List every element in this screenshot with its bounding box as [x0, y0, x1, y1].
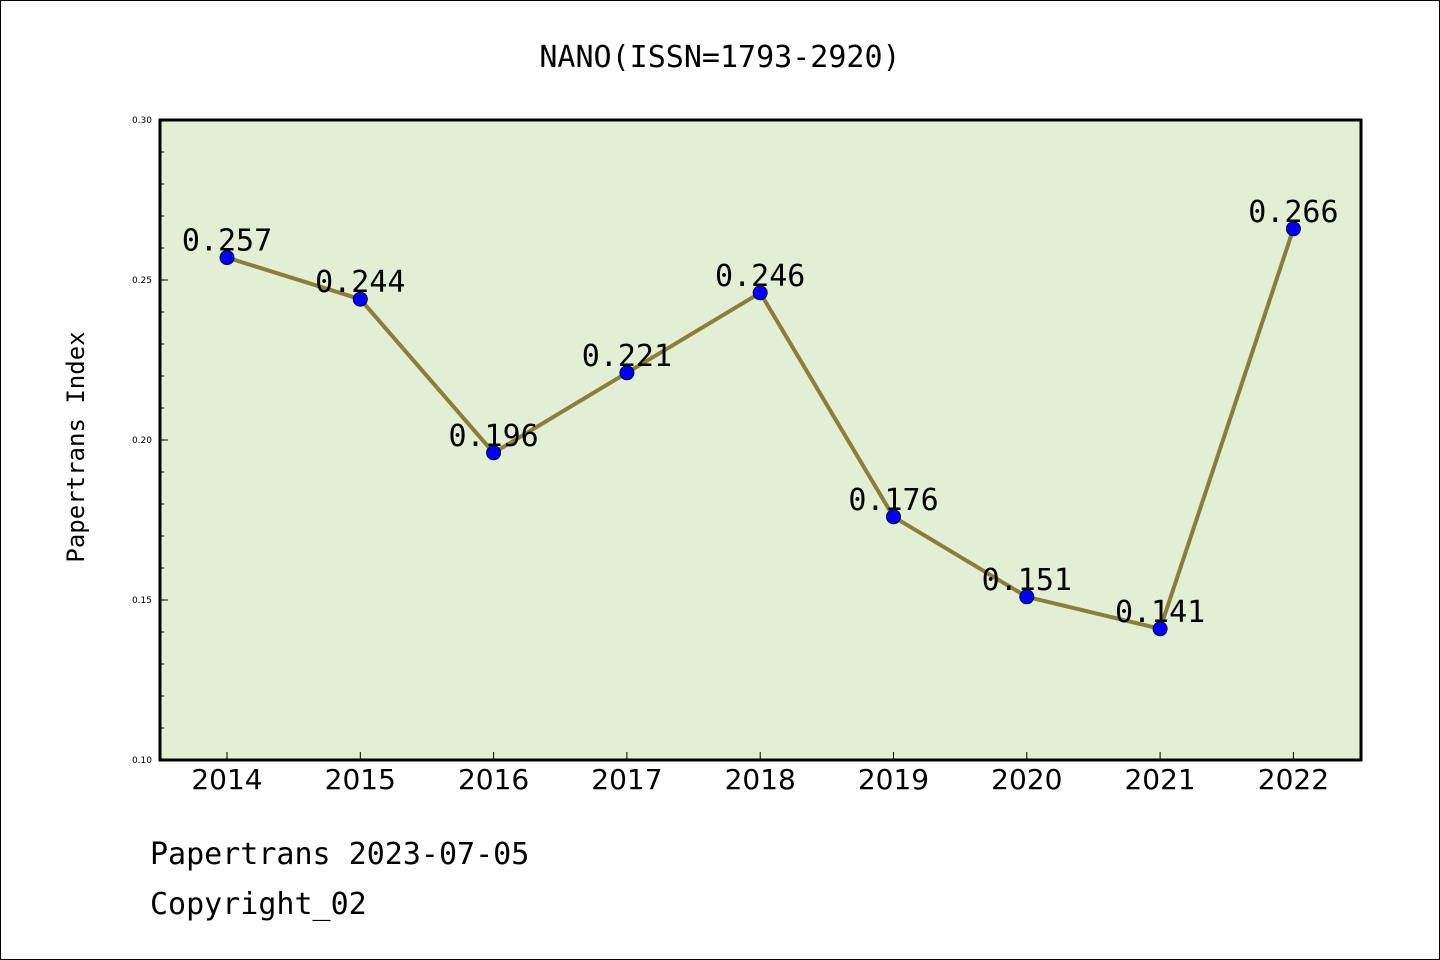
x-tick-label: 2016	[458, 763, 529, 796]
chart-title: NANO(ISSN=1793-2920)	[539, 40, 900, 75]
data-label: 0.266	[1248, 195, 1338, 230]
data-label: 0.257	[182, 224, 272, 259]
data-point-marker	[1019, 589, 1035, 605]
y-tick-label: 0.20	[132, 436, 152, 446]
data-point-marker	[1152, 621, 1168, 637]
data-point-marker	[219, 250, 235, 266]
data-point-marker	[486, 445, 502, 461]
plot-area	[160, 120, 1361, 760]
data-label: 0.221	[582, 339, 672, 374]
y-tick-label: 0.10	[132, 756, 152, 766]
x-tick-label: 2017	[591, 763, 662, 796]
data-label: 0.246	[715, 259, 805, 294]
data-label: 0.244	[315, 265, 405, 300]
x-tick-label: 2021	[1124, 763, 1195, 796]
series-markers	[219, 221, 1301, 637]
x-tick-label: 2022	[1258, 763, 1329, 796]
footer-copyright: Copyright_02	[150, 887, 367, 922]
data-label: 0.151	[982, 563, 1072, 598]
data-point-marker	[352, 291, 368, 307]
x-tick-label: 2019	[858, 763, 929, 796]
data-labels: 0.257 0.244 0.196 0.221 0.246 0.176 0.151 0.141…	[182, 195, 1339, 630]
x-tick-label: 2014	[191, 763, 262, 796]
data-label: 0.141	[1115, 595, 1205, 630]
y-axis-label: Papertrans Index	[62, 331, 90, 562]
y-tick-label: 0.25	[132, 276, 152, 286]
x-tick-label: 2020	[991, 763, 1062, 796]
x-tick-label: 2018	[725, 763, 796, 796]
data-point-marker	[752, 285, 768, 301]
y-tick-label: 0.15	[132, 596, 152, 606]
data-point-marker	[619, 365, 635, 381]
x-axis: 2014 2015 2016 2017 2018 2019 2020 2021 2022	[191, 752, 1329, 796]
plot-frame	[158, 118, 1363, 762]
data-point-marker	[1285, 221, 1301, 237]
data-label: 0.196	[448, 419, 538, 454]
footer-date: Papertrans 2023-07-05	[150, 837, 529, 872]
y-tick-label: 0.30	[132, 116, 152, 126]
data-point-marker	[886, 509, 901, 525]
x-tick-label: 2015	[325, 763, 396, 796]
data-label: 0.176	[848, 483, 938, 518]
